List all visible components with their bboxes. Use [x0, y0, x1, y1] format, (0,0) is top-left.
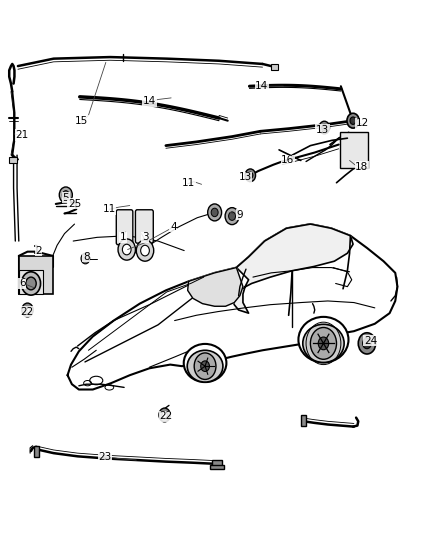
Text: 9: 9	[237, 209, 243, 220]
Bar	[9, 157, 17, 163]
Circle shape	[122, 244, 131, 255]
Text: 11: 11	[102, 204, 116, 214]
Bar	[212, 459, 222, 466]
Circle shape	[141, 245, 149, 256]
Ellipse shape	[298, 317, 349, 362]
Circle shape	[347, 114, 359, 128]
Bar	[210, 465, 224, 469]
Circle shape	[118, 239, 135, 260]
Text: 13: 13	[238, 172, 252, 182]
Circle shape	[211, 208, 218, 216]
Circle shape	[248, 172, 253, 179]
Polygon shape	[67, 224, 397, 390]
Text: 12: 12	[356, 118, 369, 128]
Circle shape	[322, 124, 327, 131]
Polygon shape	[232, 224, 353, 313]
Text: 14: 14	[143, 96, 156, 106]
Circle shape	[22, 303, 33, 317]
Text: 6: 6	[19, 278, 25, 288]
Circle shape	[162, 412, 167, 418]
Circle shape	[245, 169, 255, 182]
Text: 24: 24	[364, 336, 377, 346]
Circle shape	[159, 408, 170, 422]
Polygon shape	[187, 268, 243, 306]
Text: 16: 16	[281, 156, 294, 165]
Text: 25: 25	[68, 199, 81, 209]
Text: 14: 14	[255, 81, 268, 91]
Text: 13: 13	[316, 125, 329, 135]
FancyBboxPatch shape	[116, 210, 133, 245]
Circle shape	[225, 208, 239, 224]
Text: 11: 11	[182, 177, 195, 188]
Ellipse shape	[303, 324, 344, 362]
Text: 1: 1	[120, 232, 127, 243]
Circle shape	[194, 353, 216, 379]
Ellipse shape	[187, 350, 223, 382]
Bar	[301, 415, 306, 425]
Text: 15: 15	[75, 116, 88, 126]
Bar	[19, 256, 53, 294]
Circle shape	[318, 337, 328, 350]
Bar	[271, 64, 278, 70]
Bar	[34, 446, 39, 457]
Circle shape	[311, 327, 336, 359]
Text: 4: 4	[170, 222, 177, 232]
Circle shape	[25, 307, 30, 313]
Text: 5: 5	[63, 192, 69, 203]
Text: 8: 8	[83, 252, 89, 262]
Circle shape	[208, 204, 222, 221]
Circle shape	[136, 240, 154, 261]
Circle shape	[81, 253, 90, 264]
Bar	[19, 270, 43, 294]
Text: 23: 23	[99, 453, 112, 463]
Text: 18: 18	[355, 162, 368, 172]
FancyBboxPatch shape	[135, 210, 153, 243]
Circle shape	[350, 117, 356, 124]
Circle shape	[201, 361, 209, 372]
Circle shape	[21, 272, 41, 295]
Circle shape	[358, 333, 376, 354]
Text: 22: 22	[20, 306, 33, 317]
Text: 3: 3	[142, 232, 148, 243]
Circle shape	[229, 212, 236, 220]
Circle shape	[319, 121, 329, 134]
Bar	[340, 132, 368, 168]
Text: 21: 21	[16, 130, 29, 140]
Circle shape	[59, 187, 72, 203]
Circle shape	[62, 191, 69, 199]
Circle shape	[26, 277, 36, 290]
Ellipse shape	[184, 344, 226, 382]
Text: 2: 2	[35, 246, 42, 256]
Text: 22: 22	[159, 411, 173, 421]
Circle shape	[363, 338, 371, 349]
